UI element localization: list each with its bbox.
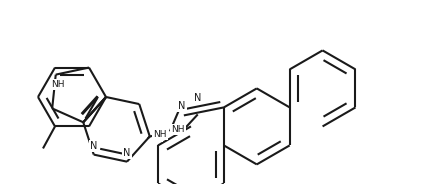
- Text: NH: NH: [51, 80, 64, 89]
- Text: N: N: [90, 141, 98, 151]
- Text: NH: NH: [171, 125, 184, 134]
- Text: NH: NH: [153, 130, 167, 139]
- Text: N: N: [194, 93, 201, 103]
- Text: N: N: [154, 131, 162, 141]
- Text: N: N: [178, 101, 185, 111]
- Text: N: N: [123, 148, 131, 158]
